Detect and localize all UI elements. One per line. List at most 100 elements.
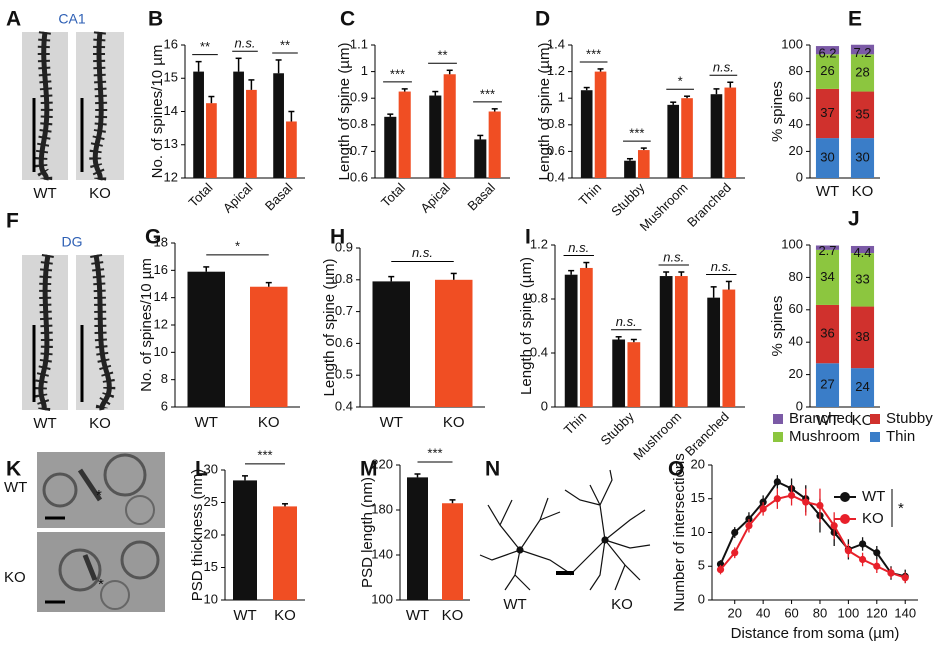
bar (488, 111, 501, 178)
bar-segment (815, 363, 840, 407)
panel-letter: C (340, 8, 355, 31)
legend-label: KO (862, 510, 884, 527)
y-tick-label: 40 (789, 116, 803, 131)
significance-label: n.s. (713, 60, 734, 75)
significance-label: n.s. (616, 314, 637, 329)
y-tick-label: 8 (161, 371, 168, 386)
y-axis-label: % spines (769, 81, 786, 142)
bar (627, 342, 641, 407)
x-tick-label: 20 (727, 605, 741, 620)
bar (667, 104, 680, 178)
genotype-label: WT (4, 479, 27, 496)
dendrite-image (22, 31, 124, 182)
y-tick-label: 100 (781, 36, 803, 51)
marker (745, 522, 753, 530)
significance-label: *** (586, 46, 601, 61)
legend-swatch (773, 432, 783, 442)
y-tick-label: 16 (164, 36, 178, 51)
y-axis-label: No. of spines/10 µm (138, 258, 155, 392)
x-tick-label: KO (443, 414, 465, 431)
dendrite-image (22, 253, 124, 412)
significance-label: n.s. (235, 36, 256, 51)
y-tick-label: 180 (371, 501, 393, 516)
y-tick-label: 140 (371, 546, 393, 561)
y-axis-label: PSD length (nm) (359, 477, 376, 588)
em-image (37, 452, 165, 612)
marker (873, 549, 881, 557)
y-tick-label: 60 (789, 301, 803, 316)
y-tick-label: 220 (371, 456, 393, 471)
bar-segment (850, 138, 875, 178)
marker (773, 478, 781, 486)
bar (429, 95, 442, 178)
y-tick-label: 0.4 (547, 169, 565, 184)
y-tick-label: 0.8 (350, 116, 368, 131)
value-label: 33 (855, 271, 869, 286)
y-tick-label: 5 (698, 558, 705, 573)
asterisk: * (96, 487, 102, 504)
x-tick-label: KO (852, 183, 874, 200)
panel-letter: E (848, 8, 862, 31)
y-tick-label: 20 (691, 456, 705, 471)
value-label: 4.4 (853, 245, 871, 260)
y-tick-label: 0.6 (335, 335, 353, 350)
y-tick-label: 60 (789, 90, 803, 105)
bar (206, 103, 217, 178)
bar-segment (850, 44, 875, 55)
y-tick-label: 0 (541, 398, 548, 413)
y-tick-label: 0.4 (335, 398, 353, 413)
legend-label: Mushroom (789, 428, 860, 445)
legend-swatch (870, 432, 880, 442)
genotype-label: WT (33, 185, 56, 202)
y-tick-label: 15 (204, 559, 218, 574)
marker (844, 547, 852, 555)
value-label: 35 (855, 106, 869, 121)
legend-marker (840, 492, 850, 502)
x-tick-label: Thin (576, 180, 604, 208)
bar (246, 89, 257, 178)
x-tick-label: Basal (464, 180, 498, 214)
bar (674, 276, 688, 407)
x-tick-label: KO (274, 607, 296, 624)
x-tick-label: Total (186, 180, 216, 210)
y-tick-label: 0 (796, 398, 803, 413)
genotype-label: KO (89, 415, 111, 432)
x-tick-label: WT (816, 183, 839, 200)
x-tick-label: 40 (756, 605, 770, 620)
marker (816, 501, 824, 510)
x-tick-label: Branched (682, 409, 732, 459)
x-tick-label: KO (442, 607, 464, 624)
x-tick-label: Basal (262, 180, 296, 214)
panel-letter: H (330, 226, 345, 249)
bar (564, 274, 578, 407)
significance-label: ** (437, 48, 447, 63)
bar (580, 90, 593, 178)
y-tick-label: 0.4 (530, 344, 548, 359)
panel-letter: N (485, 458, 500, 481)
bar (681, 98, 693, 178)
x-tick-label: Stubby (598, 409, 638, 449)
legend-marker (840, 514, 850, 524)
bar (435, 279, 473, 407)
y-axis-label: Length of spine (µm) (336, 43, 353, 181)
y-tick-label: 14 (154, 289, 168, 304)
asterisk: * (98, 576, 104, 593)
region-label: DG (62, 234, 83, 250)
panel-letter: I (525, 226, 531, 249)
legend-swatch (870, 414, 880, 424)
x-tick-label: Stubby (608, 180, 648, 220)
value-label: 26 (820, 63, 834, 78)
y-tick-label: 0.5 (335, 367, 353, 382)
bar (722, 289, 736, 407)
bar-segment (850, 91, 875, 139)
x-tick-label: 60 (784, 605, 798, 620)
marker (887, 569, 895, 577)
panel-letter: D (535, 8, 550, 31)
marker (858, 555, 867, 564)
legend-swatch (773, 414, 783, 424)
genotype-label: WT (503, 596, 526, 613)
marker (759, 505, 767, 513)
value-label: 24 (855, 379, 869, 394)
x-tick-label: WT (816, 412, 839, 429)
legend-label: Stubby (886, 410, 933, 427)
